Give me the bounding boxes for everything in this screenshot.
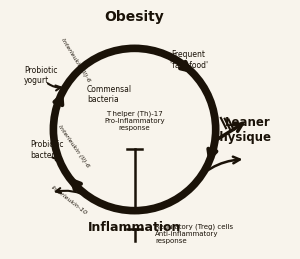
Text: Interleukin (Il)-6: Interleukin (Il)-6 <box>60 37 91 83</box>
Text: Interleukin (Il)-6: Interleukin (Il)-6 <box>57 124 91 168</box>
Text: Probiotic
bacteria: Probiotic bacteria <box>30 140 64 160</box>
Text: T helper (Th)-17
Pro-Inflammatory
response: T helper (Th)-17 Pro-Inflammatory respon… <box>104 110 165 131</box>
Text: Obesity: Obesity <box>105 10 164 24</box>
Text: Commensal
bacteria: Commensal bacteria <box>87 85 132 104</box>
Text: Probiotic
yogurt: Probiotic yogurt <box>24 66 57 85</box>
Text: Regulatory (Treg) cells
Anti-inflammatory
response: Regulatory (Treg) cells Anti-inflammator… <box>155 224 233 244</box>
Text: Frequent
'fast food': Frequent 'fast food' <box>169 50 208 70</box>
Text: Interleukin-10: Interleukin-10 <box>50 185 88 216</box>
Text: Inflammation: Inflammation <box>88 221 181 234</box>
Text: Leaner
physique: Leaner physique <box>211 116 271 143</box>
